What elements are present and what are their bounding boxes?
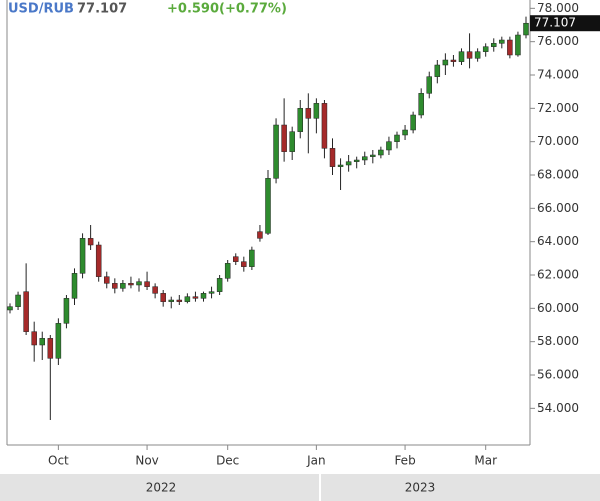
candle-body: [466, 51, 473, 59]
candle-body: [79, 238, 86, 274]
candle-body: [523, 22, 529, 36]
candle-body: [104, 276, 110, 284]
x-tick-label: Dec: [216, 454, 239, 468]
candle-body: [353, 159, 360, 162]
candle-body: [394, 134, 400, 142]
candle-body: [216, 278, 223, 292]
y-tick-label: 66.000: [537, 201, 579, 215]
candle-body: [144, 281, 150, 287]
candle-body: [184, 296, 191, 302]
candle-body: [482, 46, 489, 52]
candle-body: [474, 51, 481, 59]
candle-body: [337, 164, 344, 167]
y-tick-label: 60.000: [537, 301, 579, 315]
candle-body: [402, 129, 408, 136]
candle-body: [200, 293, 207, 299]
candle-body: [321, 103, 328, 149]
x-tick-label: Jan: [306, 454, 326, 468]
y-tick-label: 70.000: [537, 134, 579, 148]
candle-body: [418, 93, 424, 116]
candle-body: [297, 108, 303, 132]
candle-body: [120, 283, 126, 289]
candle-body: [192, 296, 199, 299]
candle-body: [152, 286, 158, 294]
candle-body: [71, 273, 78, 299]
symbol: USD/RUB: [8, 2, 74, 17]
candle-body: [329, 148, 336, 167]
candle-body: [168, 299, 174, 302]
candle-body: [289, 131, 295, 152]
y-tick-label: 78.000: [537, 1, 579, 15]
candle-body: [233, 256, 239, 262]
candle-body: [491, 43, 497, 47]
candle-body: [305, 108, 312, 119]
candle-body: [47, 338, 54, 359]
candle-body: [7, 306, 13, 311]
last-price-tag-label: 77.107: [534, 16, 576, 30]
candle-body: [31, 331, 37, 346]
year-label: 2022: [146, 481, 177, 495]
candle-body: [95, 244, 102, 277]
candle-body: [224, 263, 231, 279]
y-tick-label: 74.000: [537, 68, 579, 82]
candle-body: [442, 59, 449, 66]
y-tick-label: 68.000: [537, 168, 579, 182]
candle-body: [176, 299, 183, 302]
candle-body: [55, 323, 62, 359]
candle-body: [112, 283, 118, 289]
y-tick-label: 72.000: [537, 101, 579, 115]
last-price-tag: [530, 15, 600, 32]
candle-body: [499, 39, 505, 44]
candle-body: [249, 249, 255, 267]
change: +0.590(+0.77%): [167, 2, 287, 17]
candle-body: [386, 141, 392, 151]
candle-body: [265, 178, 271, 234]
last-price: 77.107: [77, 2, 127, 17]
y-tick-label: 58.000: [537, 334, 579, 348]
candle-body: [410, 114, 416, 131]
candle-body: [39, 338, 45, 346]
candle-body: [273, 124, 279, 179]
candle-body: [507, 39, 513, 56]
y-tick-label: 76.000: [537, 34, 579, 48]
y-tick-label: 54.000: [537, 401, 579, 415]
candle-body: [313, 103, 320, 119]
candle-body: [128, 283, 134, 286]
candle-body: [160, 293, 166, 302]
candle-body: [378, 149, 384, 156]
y-tick-label: 56.000: [537, 368, 579, 382]
x-tick-label: Oct: [48, 454, 69, 468]
candle-body: [426, 76, 432, 94]
x-tick-label: Feb: [394, 454, 415, 468]
candle-body: [23, 291, 29, 332]
candle-body: [63, 298, 70, 324]
candle-body: [136, 281, 142, 286]
candle-body: [515, 34, 521, 56]
candle-body: [257, 231, 263, 239]
x-tick-label: Mar: [474, 454, 497, 468]
candle-body: [450, 59, 457, 62]
candle-body: [241, 261, 247, 267]
candle-body: [208, 291, 215, 294]
candle-body: [87, 238, 94, 246]
candle-body: [434, 64, 441, 77]
y-tick-label: 62.000: [537, 268, 579, 282]
candle-body: [362, 156, 368, 161]
y-tick-label: 64.000: [537, 234, 579, 248]
candle-body: [370, 154, 376, 157]
year-label: 2023: [405, 481, 436, 495]
candle-body: [345, 161, 352, 166]
candle-body: [281, 124, 287, 152]
candle-body: [458, 51, 465, 62]
candle-body: [15, 294, 21, 307]
year-band: [0, 474, 600, 501]
x-tick-label: Nov: [135, 454, 158, 468]
